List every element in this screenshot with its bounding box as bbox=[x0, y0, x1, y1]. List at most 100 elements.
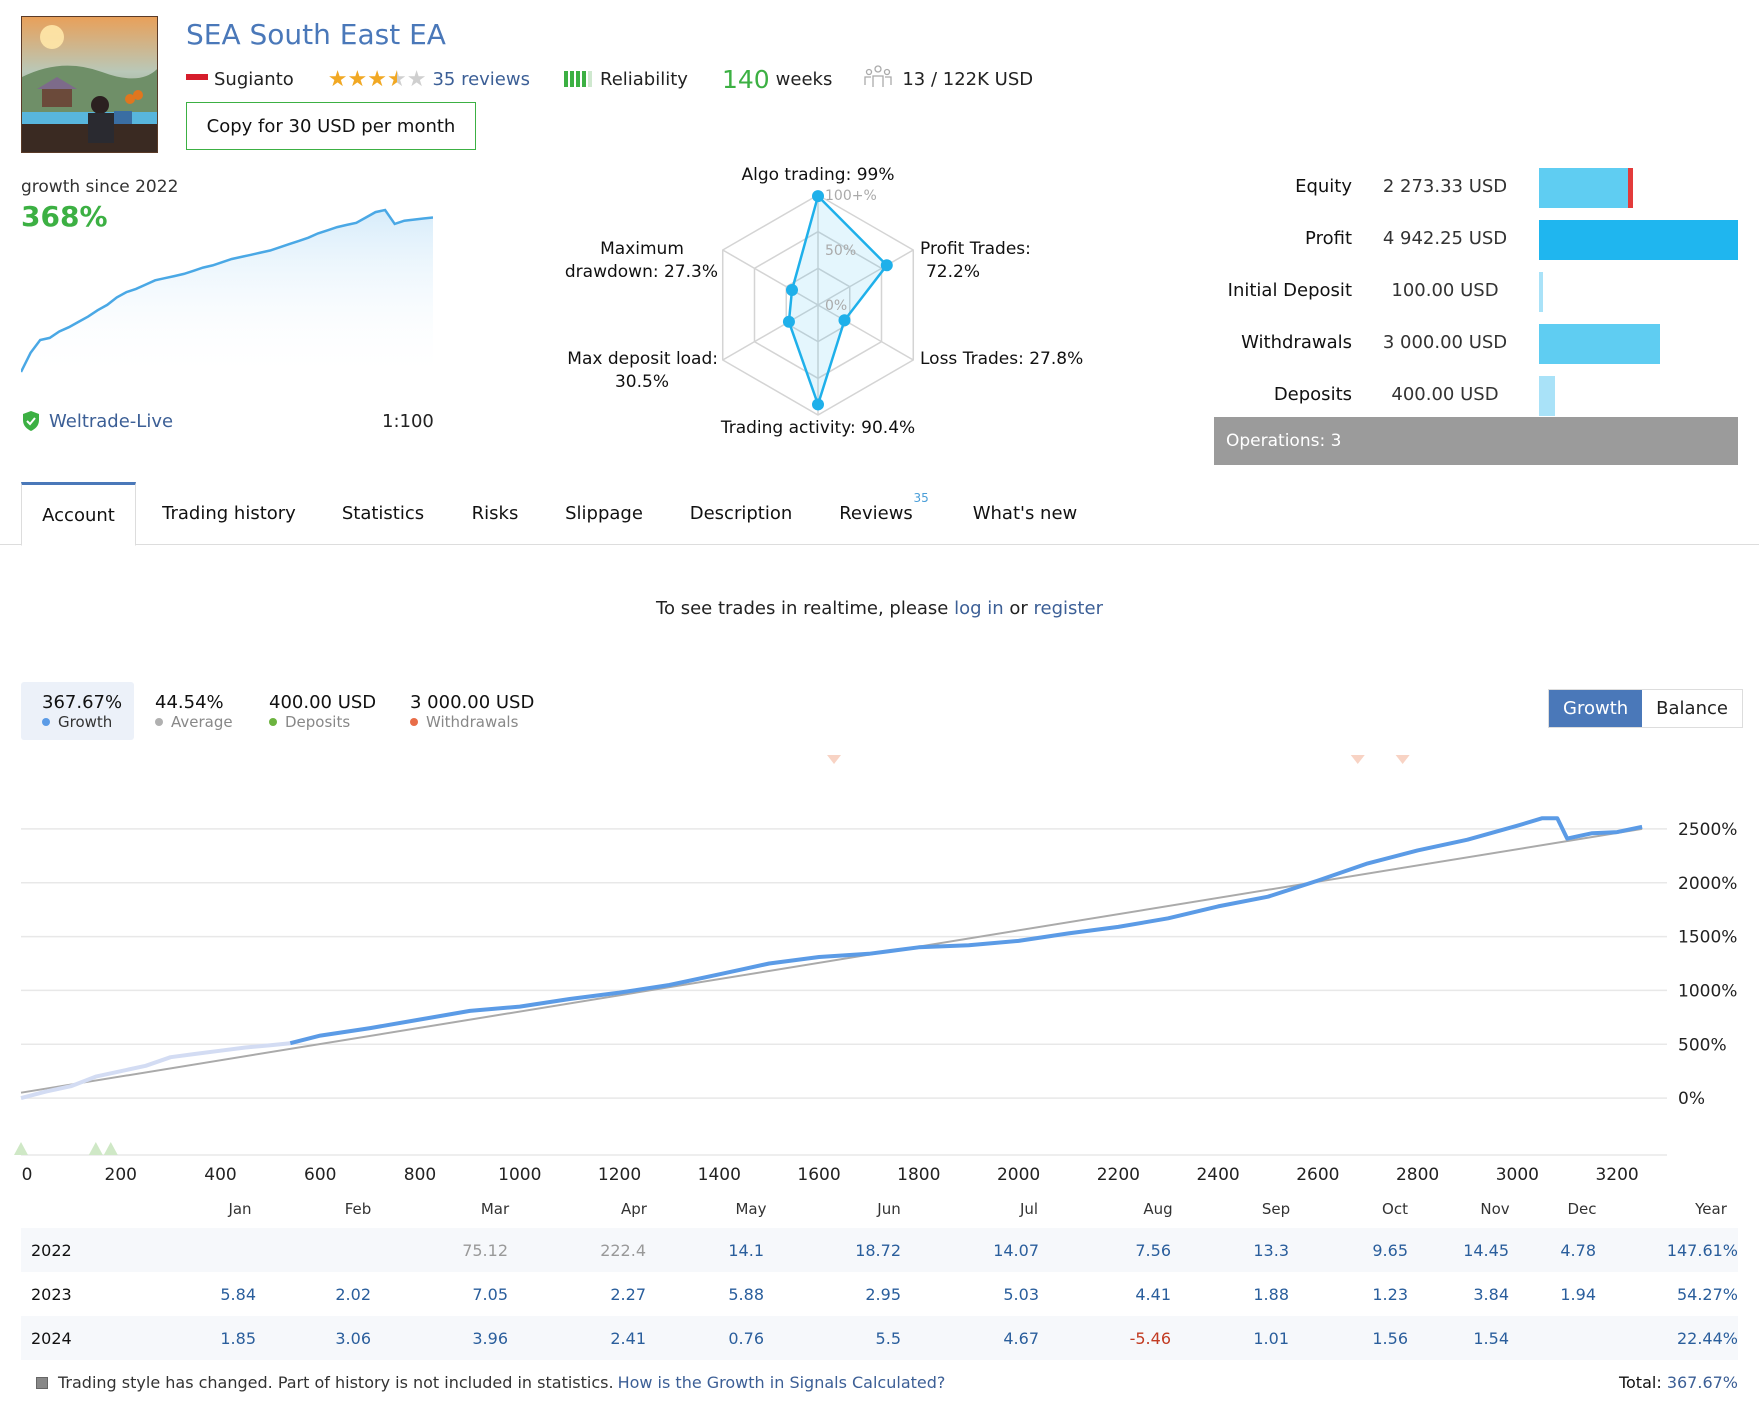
total-growth: Total: 367.67% bbox=[1619, 1373, 1738, 1392]
reviews-link[interactable]: 35 reviews bbox=[432, 68, 530, 90]
x-tick-label: 600 bbox=[304, 1165, 336, 1185]
month-return: 14.45 bbox=[1463, 1240, 1509, 1260]
tab-slippage[interactable]: Slippage bbox=[556, 482, 652, 545]
radar-label-drawdown-value: drawdown: 27.3% bbox=[565, 262, 718, 282]
operations-bar[interactable]: Operations: 3 bbox=[1214, 417, 1738, 465]
radar-label-deposit-load-value: 30.5% bbox=[615, 372, 669, 392]
growth-since-label: growth since 2022 bbox=[21, 177, 179, 197]
reliability-label: Reliability bbox=[600, 68, 688, 90]
balance-toggle-button[interactable]: Balance bbox=[1656, 698, 1728, 719]
growth-toggle-button[interactable]: Growth bbox=[1549, 690, 1643, 727]
summary-value: 44.54% bbox=[155, 692, 224, 713]
month-return: -5.46 bbox=[1129, 1328, 1171, 1348]
y-tick-label: 2000% bbox=[1678, 874, 1737, 894]
withdrawal-marker[interactable] bbox=[827, 755, 842, 764]
summary-label: Deposits bbox=[285, 713, 351, 731]
broker-info: Weltrade-Live bbox=[21, 410, 173, 432]
tab-label: Trading history bbox=[162, 503, 296, 524]
summary-deposits[interactable]: 400.00 USD Deposits bbox=[269, 682, 376, 740]
month-return: 2.41 bbox=[610, 1328, 646, 1348]
summary-average[interactable]: 44.54% Average bbox=[155, 682, 233, 740]
x-tick-label: 2800 bbox=[1396, 1165, 1439, 1185]
author-name[interactable]: Sugianto bbox=[214, 68, 294, 90]
half-star-icon: ★ bbox=[386, 66, 407, 92]
month-header: Mar bbox=[481, 1200, 510, 1218]
register-link[interactable]: register bbox=[1033, 598, 1103, 619]
deposit-marker[interactable] bbox=[14, 1142, 28, 1155]
growth-since-value: 368% bbox=[21, 200, 108, 233]
copy-subscribe-button[interactable]: Copy for 30 USD per month bbox=[186, 102, 476, 150]
radar-scale-50: 50% bbox=[825, 243, 856, 259]
growth-calculation-link[interactable]: How is the Growth in Signals Calculated? bbox=[617, 1373, 946, 1392]
tab-statistics[interactable]: Statistics bbox=[330, 482, 436, 545]
tab-account[interactable]: Account bbox=[21, 482, 136, 546]
x-tick-label: 0 bbox=[22, 1165, 33, 1185]
broker-link[interactable]: Weltrade-Live bbox=[49, 410, 174, 432]
year-total: 147.61% bbox=[1666, 1240, 1738, 1260]
month-return: 3.06 bbox=[335, 1328, 371, 1348]
month-return: 4.78 bbox=[1560, 1240, 1596, 1260]
login-link[interactable]: log in bbox=[954, 598, 1004, 619]
radar-grid bbox=[721, 194, 915, 416]
leverage-value: 1:100 bbox=[382, 411, 434, 432]
month-return: 5.84 bbox=[220, 1284, 256, 1304]
withdrawal-marker[interactable] bbox=[1395, 755, 1410, 764]
indonesia-flag-icon bbox=[186, 72, 208, 86]
empty-star-icon: ★ bbox=[406, 66, 427, 92]
month-header: Dec bbox=[1567, 1200, 1596, 1218]
total-value: 367.67% bbox=[1666, 1373, 1738, 1392]
month-header: Year bbox=[1694, 1200, 1728, 1218]
star-icon: ★ bbox=[367, 66, 387, 92]
tab-reviews[interactable]: Reviews 35 bbox=[832, 482, 929, 545]
growth-chart: 0 200 400 600 800 1000 1200 1400 1600 1800 2000 220… bbox=[14, 755, 1737, 1218]
radar-point bbox=[785, 283, 798, 296]
average-dot-icon bbox=[155, 718, 163, 726]
summary-withdrawals[interactable]: 3 000.00 USD Withdrawals bbox=[410, 682, 534, 740]
month-return: 4.41 bbox=[1135, 1284, 1171, 1304]
month-header: Aug bbox=[1143, 1200, 1172, 1218]
chart-mode-toggle: Growth Balance bbox=[1548, 689, 1743, 728]
month-header: May bbox=[735, 1200, 766, 1218]
avatar-image bbox=[22, 17, 157, 152]
x-tick-label: 2000 bbox=[997, 1165, 1040, 1185]
x-tick-label: 2400 bbox=[1196, 1165, 1239, 1185]
radar-scale-0: 0% bbox=[825, 298, 847, 314]
stat-bar bbox=[1539, 376, 1555, 416]
month-header: Jun bbox=[876, 1200, 900, 1218]
stat-value: 3 000.00 USD bbox=[1382, 332, 1508, 353]
radar-scale-100: 100+% bbox=[825, 188, 877, 204]
deposit-marker[interactable] bbox=[103, 1142, 118, 1155]
stat-value: 4 942.25 USD bbox=[1382, 228, 1508, 249]
month-return: 1.56 bbox=[1372, 1328, 1408, 1348]
summary-growth[interactable]: 367.67% Growth bbox=[21, 682, 134, 740]
rating-stars: ★ ★ ★ ★ ★ bbox=[328, 67, 427, 92]
stat-bar bbox=[1539, 272, 1543, 312]
year-row: 2022 75.12 222.4 14.1 18.72 14.07 7.56 13.3 9.65… bbox=[21, 1228, 1738, 1272]
month-return: 7.05 bbox=[472, 1284, 508, 1304]
trend-line bbox=[20, 827, 1643, 1094]
radar-chart: 100+% 50% 0% Algo trading: 99% Profit Tr… bbox=[565, 165, 1083, 438]
deposit-marker[interactable] bbox=[88, 1142, 103, 1155]
growth-dot-icon bbox=[42, 718, 50, 726]
summary-value: 3 000.00 USD bbox=[410, 692, 535, 713]
footnote: Trading style has changed. Part of histo… bbox=[36, 1373, 945, 1392]
month-return: 7.56 bbox=[1135, 1240, 1171, 1260]
footnote-text: Trading style has changed. Part of histo… bbox=[58, 1373, 614, 1392]
tab-risks[interactable]: Risks bbox=[458, 482, 532, 545]
star-icon: ★ bbox=[347, 66, 368, 92]
tab-whats-new[interactable]: What's new bbox=[965, 482, 1085, 545]
radar-spoke bbox=[817, 249, 914, 306]
month-return: 1.01 bbox=[1253, 1328, 1289, 1348]
signal-title[interactable]: SEA South East EA bbox=[186, 18, 446, 51]
tab-description[interactable]: Description bbox=[680, 482, 802, 545]
withdrawal-marker[interactable] bbox=[1350, 755, 1365, 764]
tab-label: Statistics bbox=[341, 503, 425, 524]
month-return: 2.27 bbox=[610, 1284, 646, 1304]
total-label: Total: bbox=[1618, 1373, 1662, 1392]
tab-trading-history[interactable]: Trading history bbox=[150, 482, 308, 545]
radar-spoke bbox=[817, 304, 914, 361]
month-return: 5.03 bbox=[1003, 1284, 1039, 1304]
month-return: 13.3 bbox=[1253, 1240, 1289, 1260]
subscribers-icon bbox=[864, 64, 892, 94]
verified-shield-icon bbox=[23, 411, 39, 431]
